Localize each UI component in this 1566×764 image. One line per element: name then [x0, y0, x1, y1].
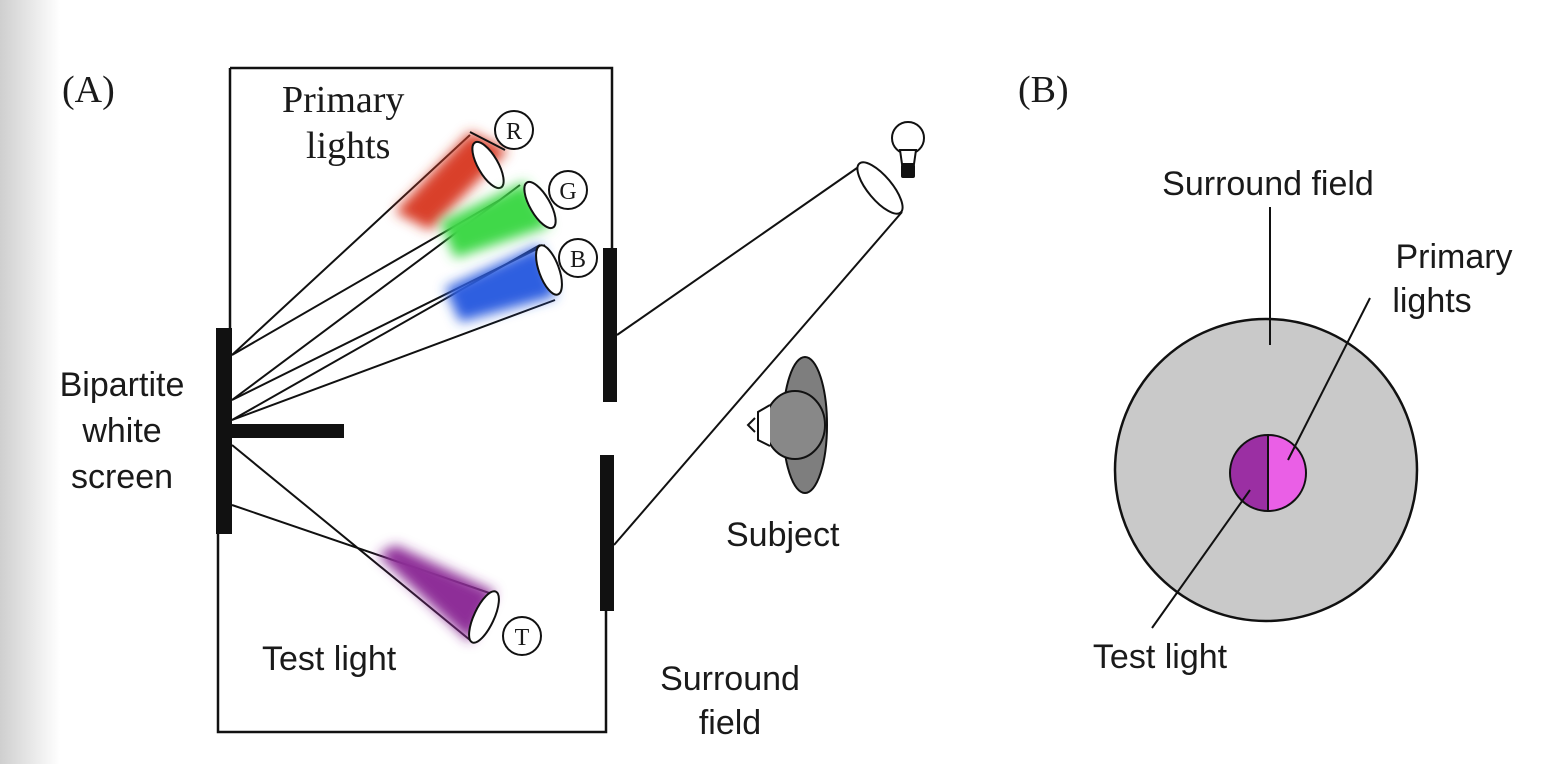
badge-r: R	[494, 110, 534, 150]
aperture-bar-top	[603, 248, 617, 402]
test-light-half	[1229, 433, 1269, 513]
panel-b-label: (B)	[1018, 69, 1069, 111]
panel-b: (B) Surround field Primary lights Test l…	[1018, 69, 1513, 676]
panel-a-label: (A)	[62, 69, 115, 111]
aperture-bar-bottom	[600, 455, 614, 611]
apparatus-box	[230, 66, 614, 250]
apparatus-box-bottom	[216, 530, 608, 734]
subject-head-icon	[746, 356, 828, 494]
primary-lights-label-line2: lights	[306, 125, 390, 167]
screen-label-line1: Bipartite	[60, 366, 185, 404]
panel-b-primary-label-line1: Primary	[1395, 238, 1512, 276]
primary-leader	[1287, 297, 1371, 461]
red-projector	[395, 131, 508, 230]
badge-g-text: G	[559, 179, 576, 205]
primary-lights-label-line1: Primary	[282, 79, 404, 121]
bipartite-screen	[216, 328, 232, 534]
scan-shadow	[0, 0, 60, 764]
screen-divider	[230, 424, 344, 438]
test-light-label: Test light	[262, 640, 397, 678]
subject-label: Subject	[726, 516, 840, 554]
primary-lights-half	[1267, 433, 1307, 513]
panel-a: R G B T	[60, 66, 925, 742]
test-leader	[1151, 489, 1251, 629]
test-projector	[378, 545, 500, 644]
badge-b-text: B	[570, 247, 586, 273]
badge-r-text: R	[506, 119, 522, 145]
panel-b-primary-label-line2: lights	[1392, 282, 1471, 320]
surround-label-line2: field	[699, 704, 761, 742]
badge-b: B	[558, 238, 598, 278]
badge-g: G	[548, 170, 588, 210]
green-projector	[440, 180, 557, 258]
badge-t: T	[502, 616, 542, 656]
screen-label-line3: screen	[71, 458, 173, 496]
panel-b-test-label: Test light	[1093, 638, 1228, 676]
screen-label-line2: white	[81, 412, 161, 450]
light-bulb-icon	[891, 121, 925, 178]
surround-lamp	[613, 161, 904, 546]
blue-projector	[445, 244, 563, 322]
badge-t-text: T	[515, 625, 530, 651]
panel-b-surround-label: Surround field	[1162, 165, 1374, 203]
surround-label-line1: Surround	[660, 660, 800, 698]
